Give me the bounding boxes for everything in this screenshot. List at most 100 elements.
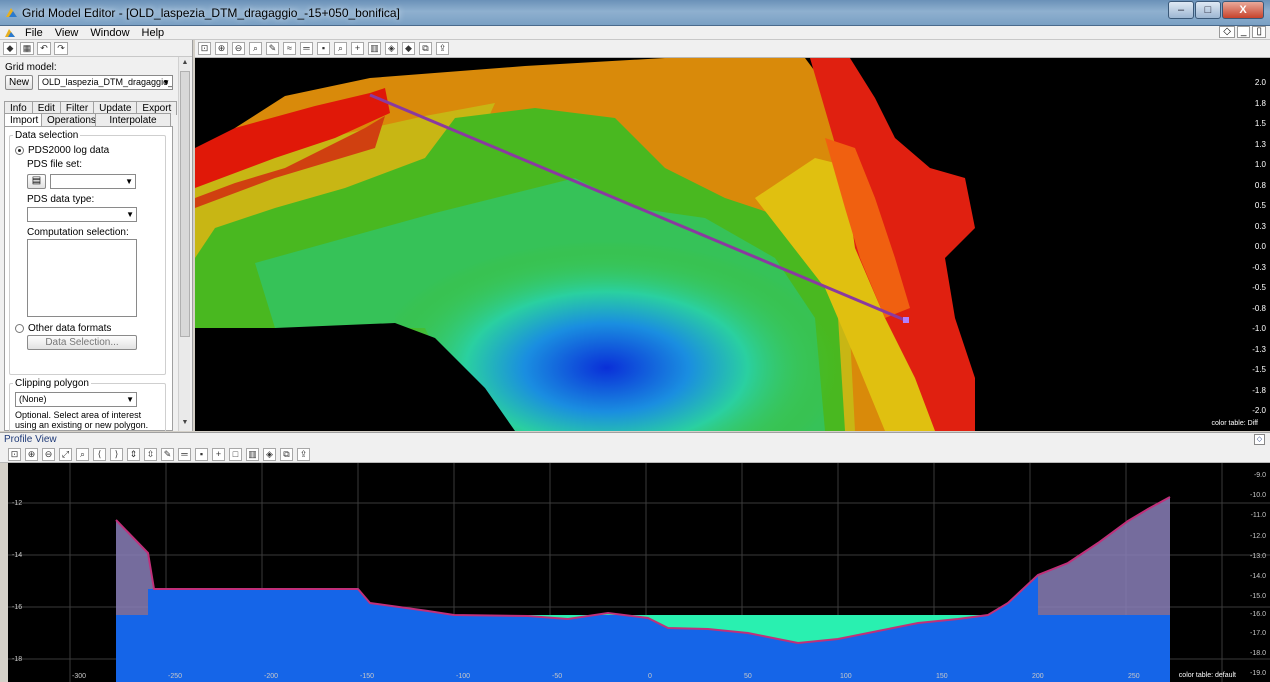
clipping-hint-line2: using an existing or new polygon. xyxy=(15,420,149,430)
minimize-button[interactable]: – xyxy=(1168,1,1194,19)
clipping-polygon-select[interactable]: (None) ▼ xyxy=(15,392,137,407)
scroll-down-icon[interactable]: ▼ xyxy=(181,419,189,426)
grid-model-label: Grid model: xyxy=(5,62,57,73)
undo-icon[interactable]: ↶ xyxy=(37,41,51,55)
zoom-out-icon[interactable]: ⊖ xyxy=(42,447,55,461)
profile-plot[interactable]: -12 -14 -16 -18 -9.0 -10.0 -11.0 -12.0 -… xyxy=(8,463,1270,682)
tabs-bottom-row: Import Operations Interpolate xyxy=(4,113,171,127)
clipping-polygon-label: Clipping polygon xyxy=(13,378,91,389)
left-panel: ◆ ▦ ↶ ↷ Grid model: New OLD_laspezia_DTM… xyxy=(0,40,193,431)
x-axis-label: 50 xyxy=(744,673,752,680)
select-icon[interactable]: ✎ xyxy=(266,42,279,55)
left-panel-scrollbar[interactable]: ▲ ▼ xyxy=(178,57,190,431)
pds2000-radio[interactable] xyxy=(15,146,24,155)
zoom-window-icon[interactable]: ⌕ xyxy=(249,42,262,55)
mdi-restore-button[interactable]: ◇ xyxy=(1219,26,1235,38)
terrain-3d-view[interactable]: ⊡ ⊕ ⊖ ⌕ ✎ ≈ ═ ▪ ⌕ + ▥ ◈ ◆ ⧉ ⇪ xyxy=(195,40,1270,431)
y-axis-label-left: -18 xyxy=(12,656,23,663)
maximize-button[interactable]: □ xyxy=(1195,1,1221,19)
fit-view-icon[interactable]: ⊡ xyxy=(8,447,21,461)
select-icon[interactable]: ✎ xyxy=(161,447,174,461)
color-scale-label: 0.8 xyxy=(1254,181,1266,190)
camera-icon[interactable]: ▪ xyxy=(195,447,208,461)
menu-file[interactable]: File xyxy=(25,26,43,39)
chevron-down-icon: ▼ xyxy=(126,210,134,219)
pds-data-type-label: PDS data type: xyxy=(27,194,95,205)
pds-data-type-select[interactable]: ▼ xyxy=(27,207,137,222)
profile-view-header: Profile View ◇ xyxy=(0,432,1270,446)
crosshair-icon[interactable]: + xyxy=(351,42,364,55)
window-title: Grid Model Editor - [OLD_laspezia_DTM_dr… xyxy=(22,6,400,20)
redo-icon[interactable]: ↷ xyxy=(54,41,68,55)
menu-help[interactable]: Help xyxy=(141,26,165,39)
crosshair-icon[interactable]: + xyxy=(212,447,225,461)
menu-window[interactable]: Window xyxy=(90,26,130,39)
palette-icon[interactable]: ◈ xyxy=(263,447,276,461)
zoom-in-icon[interactable]: ⊕ xyxy=(25,447,38,461)
menu-view[interactable]: View xyxy=(54,26,79,39)
x-axis-label: -300 xyxy=(72,673,87,680)
scroll-thumb[interactable] xyxy=(180,71,190,337)
tab-interpolate[interactable]: Interpolate xyxy=(95,113,171,127)
tab-export[interactable]: Export xyxy=(136,101,178,115)
color-table-icon[interactable]: ▥ xyxy=(368,42,381,55)
pds-file-set-label: PDS file set: xyxy=(27,159,83,170)
grid-model-select[interactable]: OLD_laspezia_DTM_dragaggio_-15- ▼ xyxy=(38,75,173,90)
y-axis-label-right: -17.0 xyxy=(1250,630,1266,637)
tab-import[interactable]: Import xyxy=(4,113,42,127)
y-axis-label-right: -14.0 xyxy=(1250,573,1266,580)
color-scale-label: -0.5 xyxy=(1252,283,1266,292)
data-selection-group xyxy=(9,135,166,375)
computation-selection-list[interactable] xyxy=(27,239,137,317)
color-scale-label: 1.5 xyxy=(1254,119,1266,128)
new-button[interactable]: New xyxy=(5,75,33,90)
ruler-icon[interactable]: ═ xyxy=(300,42,313,55)
x-axis-label: 150 xyxy=(936,673,948,680)
color-table-icon[interactable]: ▥ xyxy=(246,447,259,461)
y-axis-label-right: -16.0 xyxy=(1250,611,1266,618)
grid-tool-icon[interactable]: ◆ xyxy=(3,41,17,55)
copy-view-icon[interactable]: ⧉ xyxy=(280,447,293,461)
fit-view-icon[interactable]: ⊡ xyxy=(198,42,211,55)
zoom-extent-icon[interactable]: ⤢ xyxy=(59,447,72,461)
color-scale-label: -1.3 xyxy=(1252,345,1266,354)
ruler-icon[interactable]: ═ xyxy=(178,447,191,461)
tab-operations[interactable]: Operations xyxy=(41,113,96,127)
export-view-icon[interactable]: ⇪ xyxy=(297,447,310,461)
zoom-window-icon[interactable]: ⌕ xyxy=(76,447,89,461)
scroll-up-icon[interactable]: ▲ xyxy=(181,59,189,66)
y-axis-label-right: -13.0 xyxy=(1250,553,1266,560)
zoom-out-icon[interactable]: ⊖ xyxy=(232,42,245,55)
pds-file-set-select[interactable]: ▼ xyxy=(50,174,136,189)
pin-icon[interactable]: ◇ xyxy=(1254,434,1265,445)
stretch-up-icon[interactable]: ⇕ xyxy=(127,447,140,461)
palette-icon[interactable]: ◈ xyxy=(385,42,398,55)
other-formats-radio[interactable] xyxy=(15,324,24,333)
zoom-menu-icon[interactable]: ⌕ xyxy=(334,42,347,55)
export-view-icon[interactable]: ⇪ xyxy=(436,42,449,55)
y-axis-label-right: -18.0 xyxy=(1250,650,1266,657)
camera-icon[interactable]: ▪ xyxy=(317,42,330,55)
zoom-in-icon[interactable]: ⊕ xyxy=(215,42,228,55)
y-axis-label-left: -16 xyxy=(12,604,23,611)
mdi-close-button[interactable]: ▯ xyxy=(1252,26,1266,38)
pan-right-icon[interactable]: ⟩ xyxy=(110,447,123,461)
measure-icon[interactable]: ≈ xyxy=(283,42,296,55)
close-button[interactable]: X xyxy=(1222,1,1264,19)
x-axis-label: -200 xyxy=(264,673,279,680)
browse-folder-button[interactable]: ▤ xyxy=(27,174,46,189)
stretch-down-icon[interactable]: ⇳ xyxy=(144,447,157,461)
rectangle-icon[interactable]: □ xyxy=(229,447,242,461)
paint-icon[interactable]: ◆ xyxy=(402,42,415,55)
color-tool-icon[interactable]: ▦ xyxy=(20,41,34,55)
chevron-down-icon: ▼ xyxy=(162,78,170,87)
mdi-minimize-button[interactable]: _ xyxy=(1236,26,1251,38)
y-axis-label-right: -15.0 xyxy=(1250,593,1266,600)
x-axis-label: -50 xyxy=(552,673,563,680)
color-scale-label: -0.3 xyxy=(1252,263,1266,272)
x-axis-label: 200 xyxy=(1032,673,1044,680)
data-selection-button[interactable]: Data Selection... xyxy=(27,335,137,350)
color-scale-label: -2.0 xyxy=(1252,406,1266,415)
pan-left-icon[interactable]: ⟨ xyxy=(93,447,106,461)
copy-view-icon[interactable]: ⧉ xyxy=(419,42,432,55)
